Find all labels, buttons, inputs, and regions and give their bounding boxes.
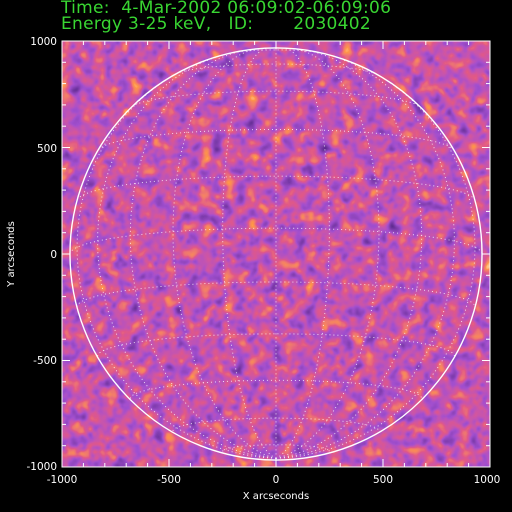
x-axis-label: X arcseconds	[243, 491, 309, 502]
grid-line	[97, 52, 277, 459]
grid-line	[172, 48, 277, 459]
x-tick-label: 1000	[474, 474, 501, 486]
time-label: Time: 4-Mar-2002 06:09:02-06:09:06	[61, 0, 392, 18]
image-header: Time: 4-Mar-2002 06:09:02-06:09:06 Energ…	[0, 0, 512, 40]
grid-line	[275, 48, 380, 459]
grid-line	[275, 49, 423, 459]
x-tick-label: -1000	[47, 474, 78, 486]
grid-line	[76, 175, 476, 201]
grid-line	[76, 281, 476, 308]
grid-line	[76, 68, 277, 459]
axis-ticks	[61, 40, 491, 468]
grid-line	[176, 63, 376, 75]
x-tick-label: 500	[373, 474, 393, 486]
energy-id-label: Energy 3-25 keV, ID: 2030402	[61, 14, 372, 34]
grid-line	[129, 49, 277, 459]
y-axis-label: Y arcseconds	[6, 221, 17, 288]
y-tick-label: -500	[33, 355, 57, 367]
x-tick-label: -500	[157, 474, 181, 486]
y-tick-label: -1000	[26, 461, 57, 473]
grid-line	[222, 444, 330, 452]
grid-line	[275, 52, 455, 459]
grid-line	[275, 47, 330, 459]
grid-line	[222, 47, 277, 459]
grid-line	[275, 68, 476, 459]
y-tick-label: 0	[50, 249, 57, 261]
y-tick-label: 500	[37, 143, 57, 155]
y-tick-label: 1000	[30, 36, 57, 48]
x-tick-label: 0	[273, 474, 280, 486]
